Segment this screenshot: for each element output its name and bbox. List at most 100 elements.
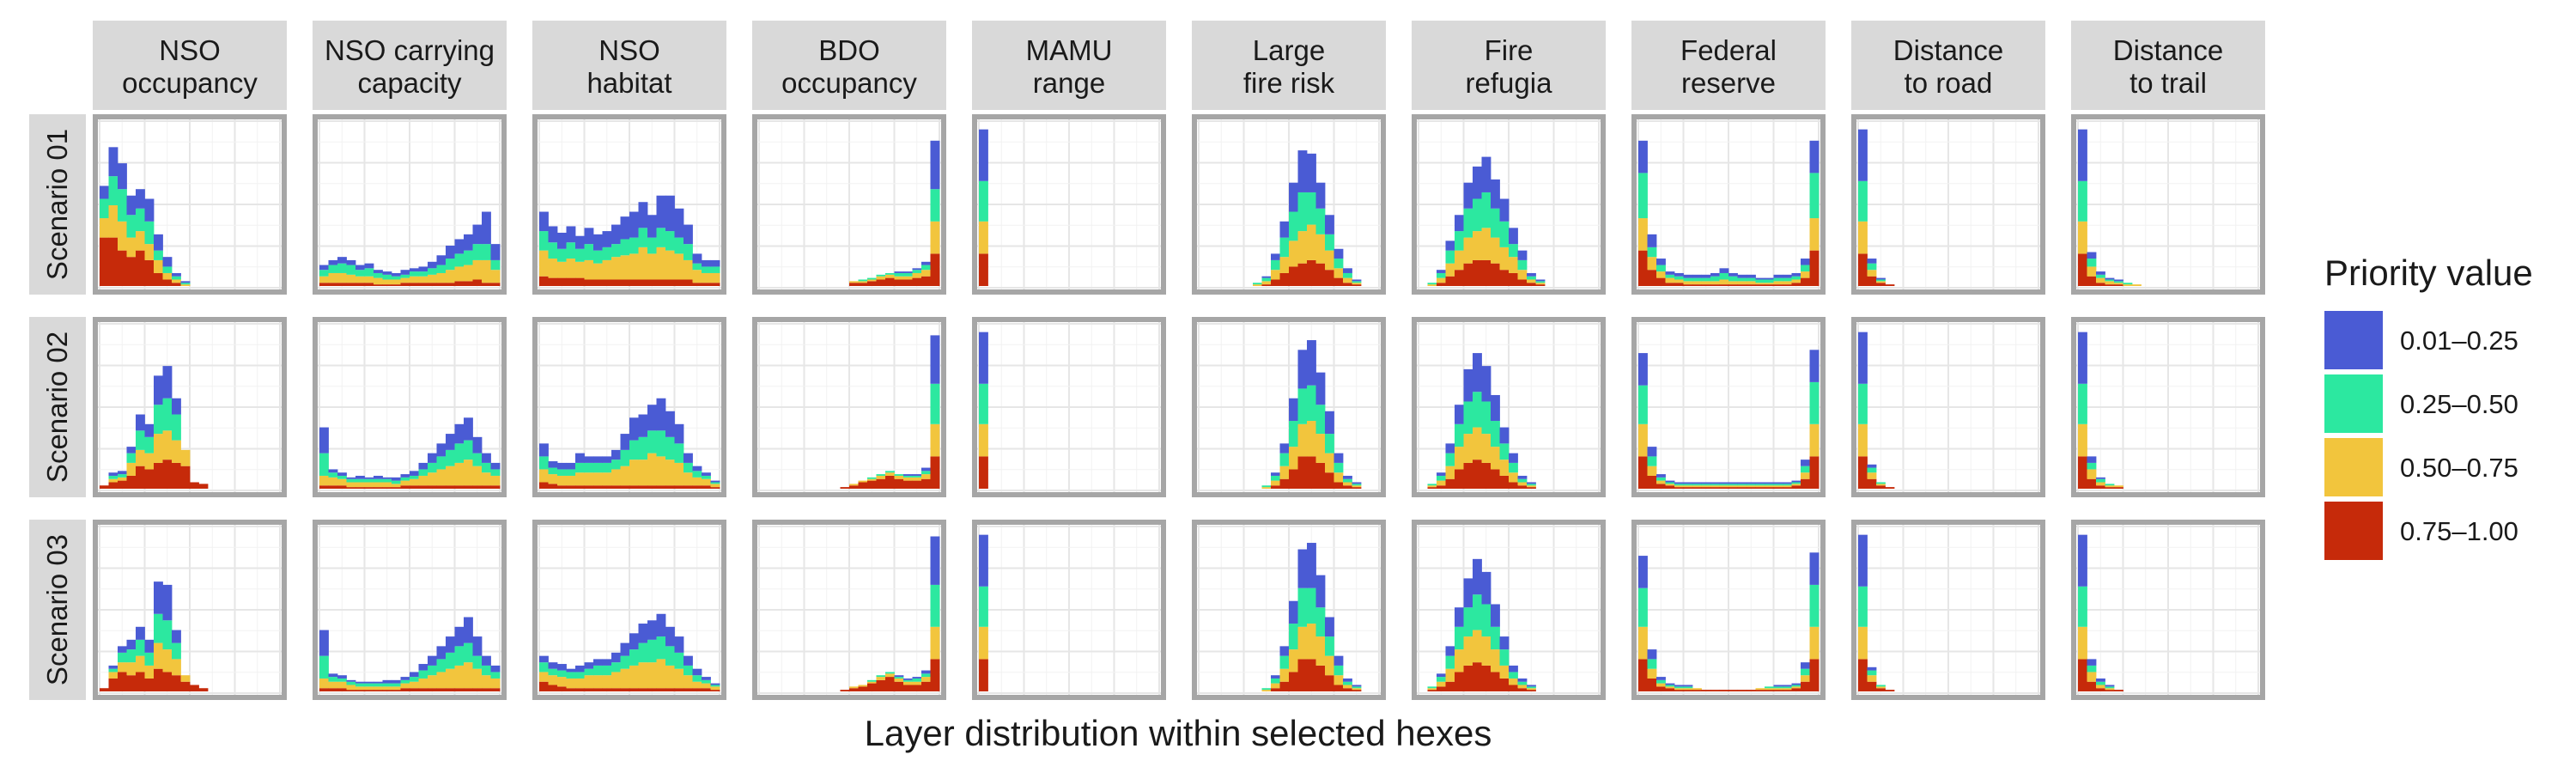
histogram-bar-segment xyxy=(912,685,922,691)
histogram-bar-segment xyxy=(1737,485,1747,488)
histogram-bar-segment xyxy=(1765,279,1774,283)
histogram-bar-segment xyxy=(1315,263,1326,286)
histogram-bar-segment xyxy=(1297,192,1308,232)
histogram-bar-segment xyxy=(1638,385,1648,424)
histogram-bar-segment xyxy=(410,471,419,476)
histogram-bar-segment xyxy=(1437,673,1446,678)
histogram-bar-segment xyxy=(1783,482,1792,484)
histogram-bar-segment xyxy=(172,398,181,415)
histogram-bar-segment xyxy=(464,440,473,460)
histogram-bar-segment xyxy=(1773,277,1783,282)
histogram-bar-segment xyxy=(410,283,419,286)
histogram-bar-segment xyxy=(903,271,913,273)
histogram-bar-segment xyxy=(464,281,473,286)
histogram-bar-segment xyxy=(885,277,895,286)
histogram-bar-segment xyxy=(355,487,365,489)
histogram-bar-segment xyxy=(1791,482,1801,484)
histogram-bar-segment xyxy=(1737,482,1747,484)
histogram-bar-segment xyxy=(454,266,465,282)
histogram-bar-segment xyxy=(1801,478,1810,489)
histogram-bar-segment xyxy=(1307,624,1316,660)
histogram-bar-segment xyxy=(1289,240,1298,267)
histogram-bar-segment xyxy=(1647,456,1657,466)
histogram-bar-segment xyxy=(1674,485,1684,488)
histogram-bar-segment xyxy=(2078,659,2087,691)
column-strip xyxy=(1631,21,1826,110)
histogram-bar-segment xyxy=(1315,575,1326,608)
histogram-bar-segment xyxy=(849,484,859,486)
histogram-bar-segment xyxy=(1491,208,1500,238)
histogram-bar-segment xyxy=(428,453,437,463)
histogram-bar-segment xyxy=(584,485,594,489)
histogram-bar-segment xyxy=(903,276,913,280)
histogram-bar-segment xyxy=(108,176,118,205)
histogram-bar-segment xyxy=(1463,607,1473,637)
histogram-bar-segment xyxy=(2096,283,2105,286)
histogram-bar-segment xyxy=(100,688,109,691)
histogram-bar-segment xyxy=(1527,690,1536,691)
histogram-bar-segment xyxy=(593,456,603,463)
histogram-bar-segment xyxy=(1261,277,1272,282)
histogram-bar-segment xyxy=(1809,552,1820,585)
histogram-bar-segment xyxy=(472,668,483,689)
histogram-bar-segment xyxy=(921,681,931,691)
histogram-bar-segment xyxy=(1728,484,1738,486)
histogram-bar-segment xyxy=(1279,466,1290,479)
histogram-bar-segment xyxy=(593,472,603,486)
histogram-bar-segment xyxy=(1334,482,1344,489)
histogram-bar-segment xyxy=(566,668,576,673)
histogram-bar-segment xyxy=(702,266,711,273)
histogram-bar-segment xyxy=(912,678,922,682)
histogram-bar-segment xyxy=(162,279,173,286)
histogram-bar-segment xyxy=(1737,274,1747,278)
histogram-bar-segment xyxy=(1710,276,1720,282)
histogram-bar-segment xyxy=(1463,237,1473,264)
histogram-bar-segment xyxy=(118,477,127,481)
histogram-bar-segment xyxy=(665,436,675,460)
histogram-bar-segment xyxy=(858,685,868,687)
histogram-bar-segment xyxy=(1271,279,1280,286)
histogram-bar-segment xyxy=(1517,270,1528,280)
histogram-bar-segment xyxy=(2078,626,2087,660)
histogram-bar-segment xyxy=(172,675,181,691)
histogram-bar-segment xyxy=(692,688,702,691)
histogram-bar-segment xyxy=(885,272,895,275)
histogram-bar-segment xyxy=(1728,284,1738,286)
histogram-bar-segment xyxy=(172,272,181,277)
histogram-bar-segment xyxy=(702,677,711,680)
panel-border xyxy=(93,114,287,295)
histogram-bar-segment xyxy=(1261,485,1272,488)
histogram-bar-segment xyxy=(2105,686,2115,689)
histogram-bar-segment xyxy=(1509,228,1518,245)
histogram-bar-segment xyxy=(2096,681,2105,685)
histogram-bar-segment xyxy=(885,672,895,674)
legend-items: 0.01–0.25 0.25–0.50 0.50–0.75 0.75–1.00 xyxy=(2324,311,2518,560)
histogram-bar-segment xyxy=(328,472,338,478)
histogram-bar-segment xyxy=(172,279,181,283)
column-strip xyxy=(313,21,507,110)
histogram-bar-segment xyxy=(136,250,145,286)
histogram-bar-segment xyxy=(548,484,558,489)
histogram-bar-segment xyxy=(1271,683,1280,689)
histogram-bar-segment xyxy=(1535,281,1546,283)
histogram-bar-segment xyxy=(1801,662,1810,669)
histogram-bar-segment xyxy=(172,283,181,286)
histogram-bar-segment xyxy=(328,469,338,473)
histogram-bar-segment xyxy=(702,472,711,476)
histogram-bar-segment xyxy=(464,265,473,282)
row-strip xyxy=(29,114,86,295)
histogram-bar-segment xyxy=(1728,482,1738,484)
histogram-bar-segment xyxy=(912,272,922,278)
panel xyxy=(93,114,287,295)
histogram-bar-segment xyxy=(1517,478,1528,483)
histogram-bar-segment xyxy=(1297,231,1308,264)
histogram-bar-segment xyxy=(1858,221,1868,254)
histogram-bar-segment xyxy=(1334,462,1344,473)
histogram-bar-segment xyxy=(1279,272,1290,286)
histogram-bar-segment xyxy=(629,688,639,691)
histogram-bar-segment xyxy=(620,655,630,669)
histogram-bar-segment xyxy=(1352,281,1362,283)
histogram-bar-segment xyxy=(1334,259,1344,269)
histogram-bar-segment xyxy=(364,478,374,483)
histogram-bar-segment xyxy=(620,434,630,450)
